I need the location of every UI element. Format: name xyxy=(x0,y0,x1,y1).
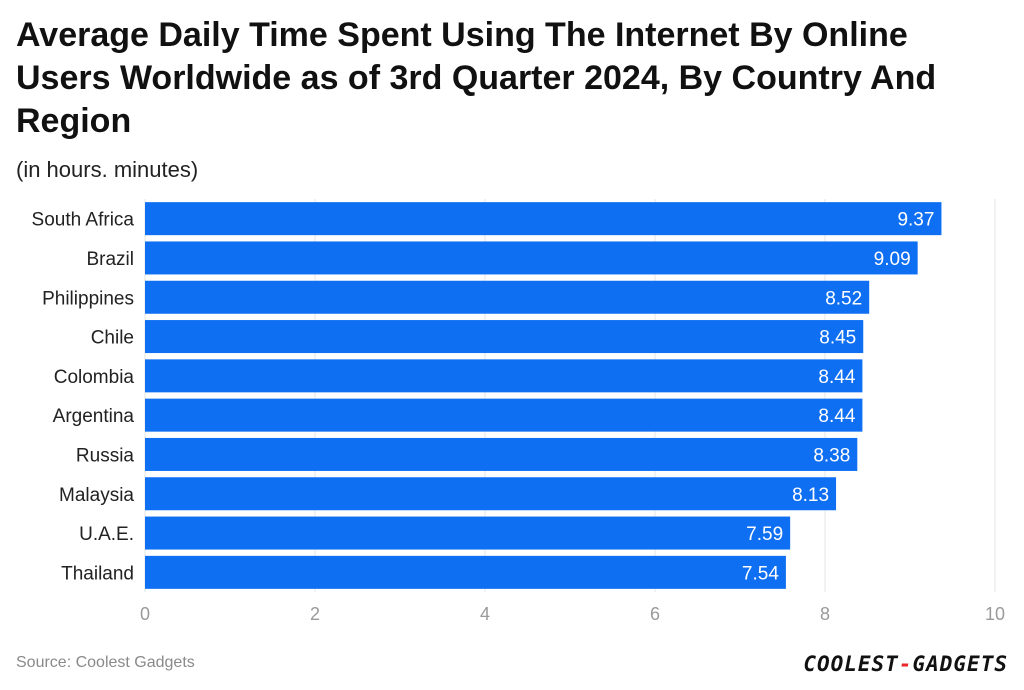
category-label: Thailand xyxy=(61,563,134,584)
x-axis-ticks: 0 2 4 6 8 10 xyxy=(140,604,1005,624)
value-label: 9.37 xyxy=(897,210,934,231)
bar xyxy=(145,398,863,432)
category-label: Philippines xyxy=(42,288,134,309)
bar xyxy=(145,437,858,471)
bar xyxy=(145,241,918,275)
x-tick-label: 6 xyxy=(650,604,660,624)
category-label: Colombia xyxy=(54,367,135,388)
bar xyxy=(145,516,791,550)
bars xyxy=(145,202,942,589)
value-labels: 9.37 9.09 8.52 8.45 8.44 8.44 8.38 8.13 7.59 7.54 xyxy=(742,210,935,585)
value-label: 8.44 xyxy=(818,367,855,388)
chart-title: Average Daily Time Spent Using The Inter… xyxy=(16,16,937,140)
coolest-gadgets-logo: COOLEST-GADGETS xyxy=(803,652,1008,676)
x-tick-label: 0 xyxy=(140,604,150,624)
x-tick-label: 10 xyxy=(985,604,1005,624)
logo-text-gadgets: GADGETS xyxy=(912,652,1008,676)
x-tick-label: 2 xyxy=(310,604,320,624)
category-label: Argentina xyxy=(53,406,135,427)
value-label: 8.45 xyxy=(819,328,856,349)
value-label: 8.13 xyxy=(792,485,829,506)
category-labels: South Africa Brazil Philippines Chile Colomb… xyxy=(32,210,135,585)
x-tick-label: 8 xyxy=(820,604,830,624)
bar xyxy=(145,202,942,236)
bar xyxy=(145,555,786,589)
bar xyxy=(145,320,864,354)
source-note: Source: Coolest Gadgets xyxy=(16,654,195,671)
category-label: Chile xyxy=(91,328,134,349)
chart-subtitle: (in hours. minutes) xyxy=(16,157,199,182)
value-label: 7.59 xyxy=(746,524,783,545)
bar xyxy=(145,280,870,314)
value-label: 8.52 xyxy=(825,288,862,309)
category-label: Russia xyxy=(76,445,135,466)
value-label: 7.54 xyxy=(742,563,779,584)
value-label: 8.38 xyxy=(813,445,850,466)
category-label: South Africa xyxy=(32,210,135,231)
logo-text-coolest: COOLEST xyxy=(803,652,899,676)
bar xyxy=(145,359,863,393)
bar xyxy=(145,477,837,511)
value-label: 9.09 xyxy=(874,249,911,270)
category-label: Brazil xyxy=(86,249,134,270)
value-label: 8.44 xyxy=(818,406,855,427)
x-tick-label: 4 xyxy=(480,604,490,624)
category-label: Malaysia xyxy=(59,485,134,506)
logo-dash: - xyxy=(898,652,913,676)
category-label: U.A.E. xyxy=(79,524,134,545)
